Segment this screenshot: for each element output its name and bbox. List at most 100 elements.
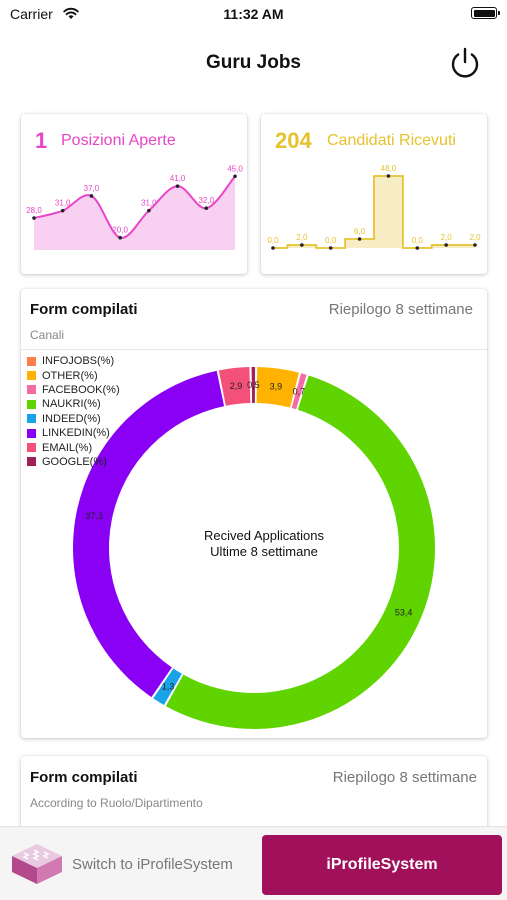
legend-swatch [27,414,36,424]
data-point [415,246,420,250]
battery-icon [471,7,500,19]
data-label: 2,0 [469,233,481,242]
data-label: 48,0 [381,164,397,173]
donut-center-text: Recived Applications Ultime 8 settimane [181,528,347,560]
nav-header: Guru Jobs [0,40,507,86]
candidates-received-chart: 0,0 2,0 0,0 6,0 48,0 0,0 2,0 2,0 [267,164,481,250]
card-subtitle: According to Ruolo/Dipartimento [30,796,203,810]
candidates-received-card[interactable]: 0,0 2,0 0,0 6,0 48,0 0,0 2,0 2,0 204 Candidati … [261,114,487,274]
data-point [386,174,391,178]
wifi-icon [63,7,79,19]
legend-label: EMAIL(%) [42,441,93,454]
channels-donut-chart[interactable]: 3,9 0,7 53,4 1,3 37,3 2,9 0,5 [21,349,487,738]
data-label: 37,0 [84,184,100,193]
data-point [300,243,304,247]
donut-center-line1: Recived Applications [204,528,324,543]
legend-label: INDEED(%) [42,412,101,425]
card-summary: Riepilogo 8 settimane [332,769,477,786]
donut-center-line2: Ultime 8 settimane [210,544,318,559]
legend-swatch [27,399,36,409]
clock: 11:32 AM [223,6,284,22]
data-label: 41,0 [170,174,186,183]
data-point [32,216,36,220]
data-label: 2,0 [441,233,453,242]
card-summary: Riepilogo 8 settimane [328,301,473,318]
legend-label: FACEBOOK(%) [42,383,120,396]
data-point [147,208,151,213]
data-point [118,235,122,240]
slice-label: 37,3 [85,511,103,521]
open-positions-label: Posizioni Aperte [61,132,176,149]
slice-label: 0,5 [247,380,260,390]
switch-system-button[interactable]: Switch to iProfileSystem [8,839,233,889]
chart-legend: INFOJOBS(%) OTHER(%) FACEBOOK(%) NAUKRI(%) I… [27,354,120,469]
series-line [33,175,236,239]
legend-swatch [27,371,36,381]
data-label: 2,0 [296,233,308,242]
open-positions-card[interactable]: 28,0 31,0 37,0 20,0 31,0 41,0 32,0 45,0 1 Posiz… [21,114,247,274]
legend-item: INFOJOBS(%) [27,354,120,368]
iprofilesystem-button[interactable]: iProfileSystem [262,835,502,895]
legend-item: GOOGLE(%) [27,455,120,469]
legend-swatch [27,457,36,467]
data-point [89,194,94,198]
legend-label: GOOGLE(%) [42,455,107,468]
donut-slice [291,373,307,410]
card-title: Form compilati [30,769,138,786]
data-label: 31,0 [55,199,71,208]
series-line [273,175,475,249]
area-fill [34,176,235,250]
data-label: 0,0 [325,236,337,245]
donut-slice [73,370,225,698]
legend-swatch [27,385,36,395]
donut-slice [256,367,299,408]
data-point [204,206,209,211]
carrier-label: Carrier [10,6,53,22]
page-title: Guru Jobs [205,52,301,73]
data-point [271,246,275,250]
legend-swatch [27,428,36,438]
legend-label: NAUKRI(%) [42,398,101,411]
legend-label: OTHER(%) [42,369,98,382]
data-label: 6,0 [354,227,366,236]
candidates-received-count: 204 [275,128,312,153]
donut-slice [251,367,256,404]
legend-item: EMAIL(%) [27,440,120,454]
open-positions-chart: 28,0 31,0 37,0 20,0 31,0 41,0 32,0 45,0 [26,164,243,250]
data-label: 32,0 [198,196,214,205]
slice-label: 1,3 [162,681,175,691]
card-title: Form compilati [30,301,138,318]
slice-label: 2,9 [230,381,243,391]
divider [21,349,487,350]
iprofilesystem-logo-icon [12,844,62,884]
power-icon[interactable] [447,45,483,81]
legend-label: LINKEDIN(%) [42,427,110,440]
data-point [328,246,333,250]
legend-item: LINKEDIN(%) [27,426,120,440]
data-label: 28,0 [26,206,42,215]
data-label: 45,0 [227,164,243,173]
bottom-bar: Switch to iProfileSystem iProfileSystem [0,826,507,900]
data-label: 31,0 [141,199,157,208]
donut-slice [153,668,182,706]
data-label: 0,0 [267,236,279,245]
data-point [175,184,180,188]
slice-label: 0,7 [293,386,306,396]
data-point [60,208,65,213]
open-positions-count: 1 [35,128,48,153]
card-subtitle: Canali [30,328,65,342]
data-label: 20,0 [112,226,128,235]
legend-label: INFOJOBS(%) [42,355,115,368]
slice-label: 3,9 [270,381,283,391]
data-point [473,243,477,247]
legend-item: FACEBOOK(%) [27,383,120,397]
legend-swatch [27,356,36,366]
data-point [444,243,448,247]
switch-system-label: Switch to iProfileSystem [72,855,233,873]
data-label: 0,0 [412,236,424,245]
data-point [357,237,362,241]
donut-slice [165,375,435,729]
data-point [233,174,237,179]
legend-item: INDEED(%) [27,412,120,426]
status-bar: Carrier 11:32 AM [0,0,507,28]
